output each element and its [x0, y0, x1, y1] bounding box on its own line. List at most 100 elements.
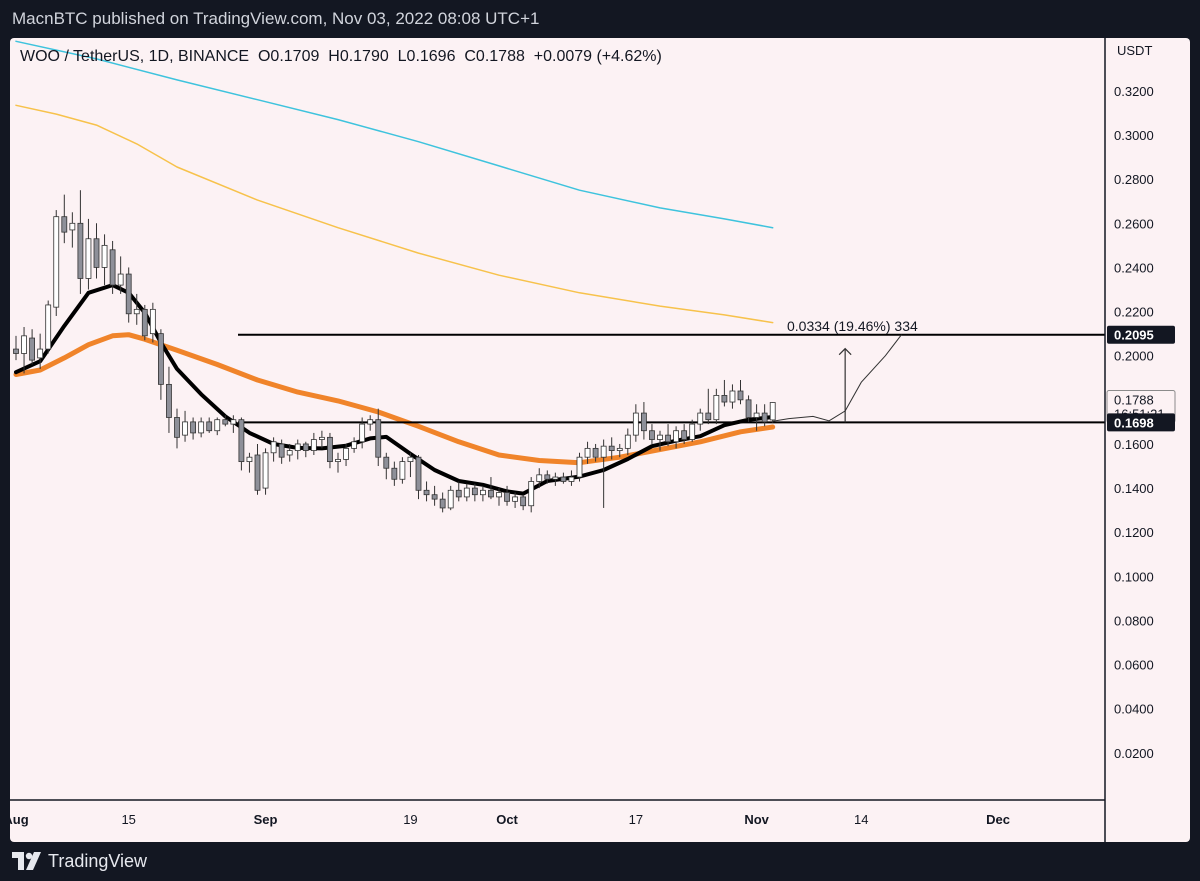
candle: [335, 452, 341, 473]
y-tick-label: 0.1400: [1114, 481, 1154, 496]
candle-layer: [13, 190, 776, 513]
candle: [632, 404, 639, 442]
candle: [270, 437, 277, 462]
candle: [190, 417, 197, 440]
candle: [294, 439, 301, 460]
candle-body: [729, 390, 736, 403]
candle-body: [745, 399, 752, 418]
candle-body: [479, 489, 486, 496]
candle: [560, 472, 567, 484]
candle-body: [367, 419, 374, 425]
candle: [343, 443, 349, 467]
candle: [528, 477, 535, 513]
candle-body: [657, 434, 663, 440]
candle-body: [616, 447, 623, 451]
candle: [367, 415, 374, 431]
candle: [624, 428, 631, 455]
candle: [198, 417, 205, 438]
candle: [729, 384, 736, 409]
y-tick-label: 0.3000: [1114, 128, 1154, 143]
candle-body: [149, 308, 156, 335]
candle-body: [270, 441, 277, 454]
candle-body: [117, 273, 124, 286]
candle-body: [520, 496, 527, 507]
candle: [544, 470, 551, 484]
x-tick-label: 17: [629, 812, 643, 827]
candle-body: [318, 436, 325, 440]
candle: [407, 452, 414, 478]
candle: [310, 432, 317, 455]
candle-body: [721, 395, 728, 403]
measure-label: 0.0334 (19.46%) 334: [787, 318, 918, 334]
symbol-legend: WOO / TetherUS, 1D, BINANCE O0.1709 H0.1…: [20, 48, 662, 65]
candle-body: [61, 216, 68, 233]
publish-info: MacnBTC published on TradingView.com, No…: [12, 9, 540, 28]
candle-body: [69, 222, 76, 231]
price-chart[interactable]: 0.0334 (19.46%) 334 0.3200 0.3000 0.2800 0.…: [10, 38, 1190, 842]
candle: [157, 329, 164, 400]
tradingview-brand-name: TradingView: [48, 850, 148, 871]
candle: [93, 223, 100, 279]
horizontal-line-layer: [238, 333, 1105, 424]
price-tag-label: 0.1788: [1114, 392, 1154, 407]
price-tag-label: 0.1698: [1114, 415, 1154, 430]
candle-body: [689, 423, 696, 440]
candle-body: [351, 441, 358, 449]
candle: [254, 443, 261, 495]
candle: [13, 335, 19, 361]
candle-body: [560, 476, 567, 482]
candle: [399, 457, 406, 484]
candle-body: [327, 436, 333, 463]
y-tick-label: 0.0600: [1114, 658, 1154, 673]
candle-body: [246, 456, 253, 463]
tradingview-brand[interactable]: TradingView: [12, 850, 147, 872]
candle: [737, 379, 744, 405]
candle: [447, 485, 454, 511]
candle-body: [624, 434, 631, 449]
candle: [439, 492, 446, 513]
candle-body: [407, 456, 414, 463]
candle: [608, 437, 615, 460]
price-tag[interactable]: 0.1698: [1107, 413, 1175, 432]
candle-body: [536, 474, 543, 482]
candle-body: [85, 238, 92, 279]
candle: [117, 256, 124, 294]
y-tick-label: 0.1000: [1114, 569, 1154, 584]
candle-body: [431, 494, 438, 500]
candle-body: [737, 390, 744, 401]
candle: [689, 419, 696, 442]
price-tag-label: 0.2095: [1114, 328, 1154, 343]
candle: [552, 472, 559, 486]
candle-body: [608, 445, 615, 451]
candle-body: [182, 421, 188, 436]
candle: [262, 448, 269, 495]
y-tick-label: 0.0800: [1114, 613, 1154, 628]
candle-body: [109, 249, 116, 286]
candle: [246, 452, 253, 473]
footer: TradingView: [0, 842, 1200, 881]
projection-path[interactable]: [772, 334, 902, 422]
candle-body: [157, 333, 164, 385]
candle: [149, 302, 156, 343]
candle: [383, 452, 390, 480]
candle: [463, 483, 470, 502]
candle: [141, 304, 148, 341]
candle-body: [600, 445, 607, 458]
candle: [21, 327, 27, 374]
candle-body: [206, 421, 213, 432]
candle: [327, 432, 333, 469]
price-tag[interactable]: 0.2095: [1107, 325, 1175, 344]
candle-body: [141, 308, 148, 337]
candle-body: [463, 487, 470, 498]
candle: [69, 212, 76, 248]
candle-body: [13, 348, 19, 354]
currency-label: USDT: [1117, 43, 1152, 58]
candle: [238, 417, 245, 471]
candle: [214, 417, 221, 436]
candle: [45, 300, 52, 354]
candle-body: [133, 308, 140, 315]
y-tick-label: 0.2000: [1114, 349, 1154, 364]
candle-body: [262, 452, 269, 489]
candle: [681, 424, 688, 444]
